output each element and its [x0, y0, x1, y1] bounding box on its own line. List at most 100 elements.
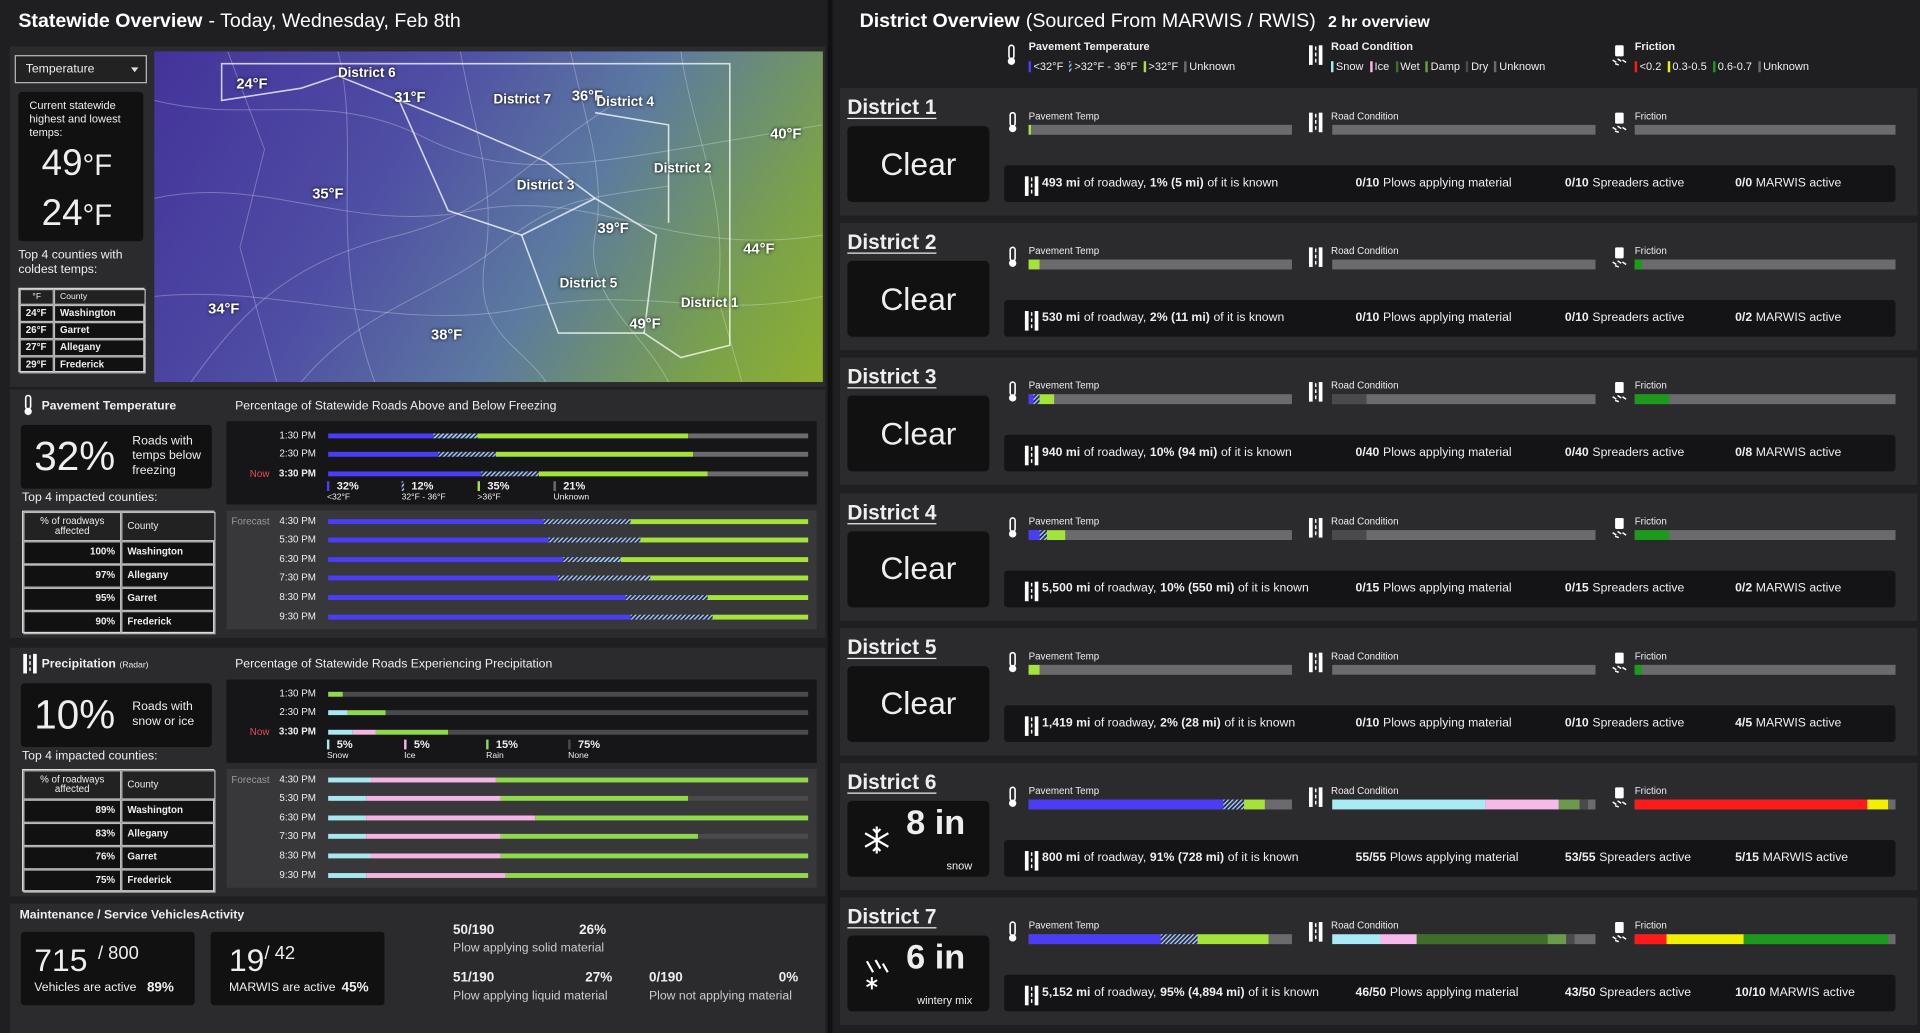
road-icon: [1024, 311, 1039, 331]
icon: [1007, 381, 1041, 415]
count-caption: MARWIS active: [1755, 176, 1842, 191]
time-label: 9:30 PM: [279, 611, 316, 623]
time-label: 1:30 PM: [279, 688, 316, 700]
friction-icon: [1612, 517, 1627, 538]
table-cell: 75%: [23, 869, 122, 893]
legend-item: Snow: [1331, 59, 1363, 74]
icon-shape: [520, 234, 645, 334]
count-value: 0/8: [1735, 446, 1753, 460]
icon-shape: [865, 959, 889, 974]
time-label: 6:30 PM: [279, 811, 316, 823]
bar-segment: [328, 795, 367, 801]
bar-label: Friction: [1634, 785, 1667, 797]
active-count: 715: [34, 941, 88, 979]
legend-text: <32°F: [1033, 60, 1064, 73]
dropdown[interactable]: Temperature: [14, 55, 147, 84]
icon-shape: [1318, 45, 1323, 65]
icon-shape: [1024, 446, 1029, 466]
bar-segment: [505, 873, 809, 878]
table-cell: 83%: [23, 822, 122, 847]
count-text: 0/10 Spreaders active: [1565, 177, 1684, 191]
legend-value: 21%: [563, 479, 586, 493]
count-value: 5/15: [1735, 851, 1759, 865]
icon-shape: [1009, 111, 1016, 127]
district-name: District 3: [847, 365, 937, 389]
district-bar: [1634, 664, 1896, 675]
time-label: 8:30 PM: [279, 849, 316, 861]
temps-caption: Current statewide highest and lowest tem…: [29, 99, 121, 139]
icon-shape: [1318, 922, 1323, 942]
district-period: 2 hr overview: [1327, 12, 1430, 31]
count-text: 46/50 Plows applying material: [1356, 986, 1519, 1000]
bar-segment: [1332, 799, 1485, 810]
icon-shape: [1612, 125, 1627, 133]
table-cell: County: [121, 770, 216, 800]
bar-segment: [328, 557, 564, 563]
legend-swatch: [1143, 60, 1146, 72]
bar-label: Road Condition: [1331, 515, 1399, 527]
roadway-value: 1% (5 mi): [1149, 176, 1204, 191]
icon: [1611, 516, 1645, 550]
map-temp-label: 39°F: [597, 219, 629, 237]
now-label: Now: [249, 726, 270, 738]
road-icon: [1308, 45, 1323, 65]
bar-segment: [347, 710, 386, 716]
thermometer-icon: [1008, 651, 1017, 672]
status-box: 8 in snow: [847, 800, 990, 877]
district-bar: [1028, 934, 1292, 945]
roadway-caption: of roadway,: [1094, 716, 1157, 730]
bar-segment: [692, 451, 809, 457]
icon-shape: [1034, 716, 1039, 736]
stacked-bar: [328, 691, 809, 697]
district-bar: [1332, 664, 1596, 675]
count-caption: Spreaders active: [1592, 176, 1685, 191]
road-icon: [1308, 112, 1323, 133]
bar-label: Pavement Temp: [1028, 515, 1100, 527]
bar-label: Pavement Temp: [1028, 650, 1100, 662]
bar-segment: [1366, 529, 1596, 540]
stacked-bar: [328, 614, 809, 620]
road-icon: [1024, 851, 1039, 871]
count-caption: Plows applying material: [1383, 311, 1512, 326]
legend-marker: [568, 739, 571, 750]
table-cell: County: [53, 288, 146, 305]
count-caption: Spreaders active: [1592, 716, 1685, 730]
table-cell: 89%: [23, 799, 122, 823]
district-title: District Overview (Sourced From MARWIS / …: [860, 11, 1430, 33]
roadway-value: 493 mi: [1042, 176, 1081, 191]
bar-segment: [1054, 394, 1292, 405]
bar-segment: [1028, 799, 1224, 810]
icon-shape: [1612, 935, 1627, 943]
icon-shape: [1612, 395, 1627, 403]
bar-segment: [1558, 799, 1580, 810]
plow-caption: Plow applying solid material: [453, 941, 605, 956]
legend-item: Damp: [1425, 59, 1460, 74]
legend-text: Unknown: [1189, 60, 1236, 73]
bar-segment: [688, 433, 809, 439]
bar-segment: [640, 537, 809, 543]
dropdown-label: Temperature: [25, 62, 95, 77]
roadway-text: 1,419 mi of roadway, 2% (28 mi) of it is kn…: [1042, 716, 1299, 730]
icon-shape: [1008, 664, 1017, 672]
stat-value: 10%: [34, 692, 115, 738]
count-value: 0/2: [1735, 311, 1753, 326]
district-name: District 7: [847, 905, 937, 929]
count-text: 10/10 MARWIS active: [1735, 986, 1855, 1000]
icon: [1024, 850, 1058, 884]
bar-segment: [1265, 799, 1292, 810]
district-bar: [1028, 124, 1292, 135]
bar-segment: [1028, 124, 1032, 135]
cell-text: 90%: [95, 616, 116, 628]
cell-text: 76%: [95, 851, 116, 863]
bar-segment: [366, 873, 506, 878]
status-text: Clear: [880, 414, 957, 452]
roadway-caption: of it is known: [1237, 581, 1309, 595]
legend-swatch: [1069, 60, 1072, 72]
stat-value: 32%: [34, 434, 115, 480]
count-value: 0/10: [1355, 176, 1380, 191]
count-text: 0/10 Plows applying material: [1356, 312, 1512, 326]
time-label: 7:30 PM: [279, 571, 316, 583]
stacked-bar: [328, 575, 809, 581]
bar-segment: [548, 537, 641, 543]
bar-label: Friction: [1634, 515, 1667, 527]
